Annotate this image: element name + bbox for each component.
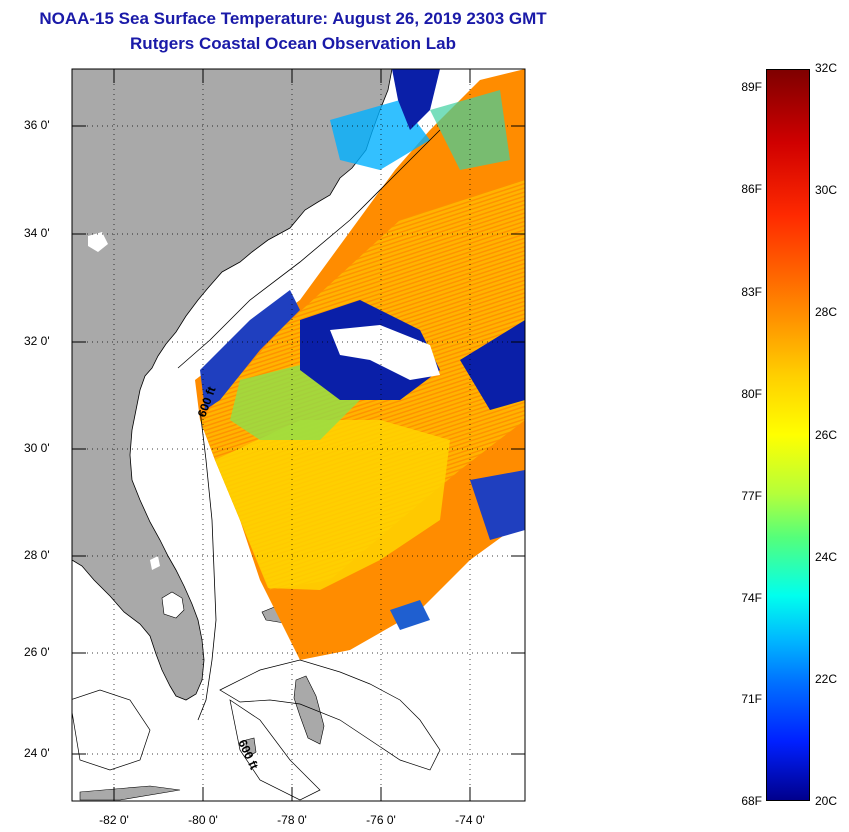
colorbar-c-label: 32C — [815, 61, 838, 75]
lon-label: -76 0' — [366, 813, 396, 827]
map-title: NOAA-15 Sea Surface Temperature: August … — [39, 9, 547, 28]
colorbar-f-label: 68F — [741, 794, 762, 808]
temperature-colorbar — [766, 69, 810, 801]
colorbar-f-label: 86F — [741, 182, 762, 196]
colorbar-c-label: 26C — [815, 428, 838, 442]
colorbar-f-label: 80F — [741, 387, 762, 401]
lon-label: -80 0' — [188, 813, 218, 827]
bank-contour — [229, 699, 321, 801]
colorbar-c-label: 30C — [815, 183, 838, 197]
lat-label: 28 0' — [24, 548, 50, 562]
colorbar-c-label: 22C — [815, 672, 838, 686]
lat-label: 36 0' — [24, 118, 50, 132]
lake — [150, 556, 160, 570]
bahamas-island — [293, 675, 325, 745]
colorbar-f-label: 77F — [741, 489, 762, 503]
isobath-600ft — [197, 409, 217, 721]
colorbar-f-label: 71F — [741, 692, 762, 706]
bank-contour — [72, 689, 151, 771]
colorbar-f-label: 74F — [741, 591, 762, 605]
lake — [88, 232, 108, 252]
lat-label: 24 0' — [24, 746, 50, 760]
grid-lines — [72, 69, 525, 801]
lon-label: -82 0' — [99, 813, 129, 827]
lake-okeechobee — [161, 591, 185, 619]
lat-label: 30 0' — [24, 441, 50, 455]
colorbar-c-label: 28C — [815, 305, 838, 319]
plot-frame — [71, 68, 526, 802]
lat-label: 34 0' — [24, 226, 50, 240]
lon-label: -74 0' — [455, 813, 485, 827]
colorbar-c-label: 20C — [815, 794, 838, 808]
sst-swath — [195, 69, 525, 660]
colorbar-c-label: 24C — [815, 550, 838, 564]
bahamas-island — [79, 785, 181, 801]
colorbar-f-label: 89F — [741, 80, 762, 94]
axis-ticks — [72, 69, 525, 801]
map-subtitle: Rutgers Coastal Ocean Observation Lab — [130, 34, 456, 53]
isobath-600ft — [177, 129, 441, 369]
land-southeast-us — [72, 69, 393, 701]
colorbar-f-label: 83F — [741, 285, 762, 299]
bank-contour — [219, 659, 441, 771]
lon-label: -78 0' — [277, 813, 307, 827]
lat-label: 26 0' — [24, 645, 50, 659]
lat-label: 32 0' — [24, 334, 50, 348]
